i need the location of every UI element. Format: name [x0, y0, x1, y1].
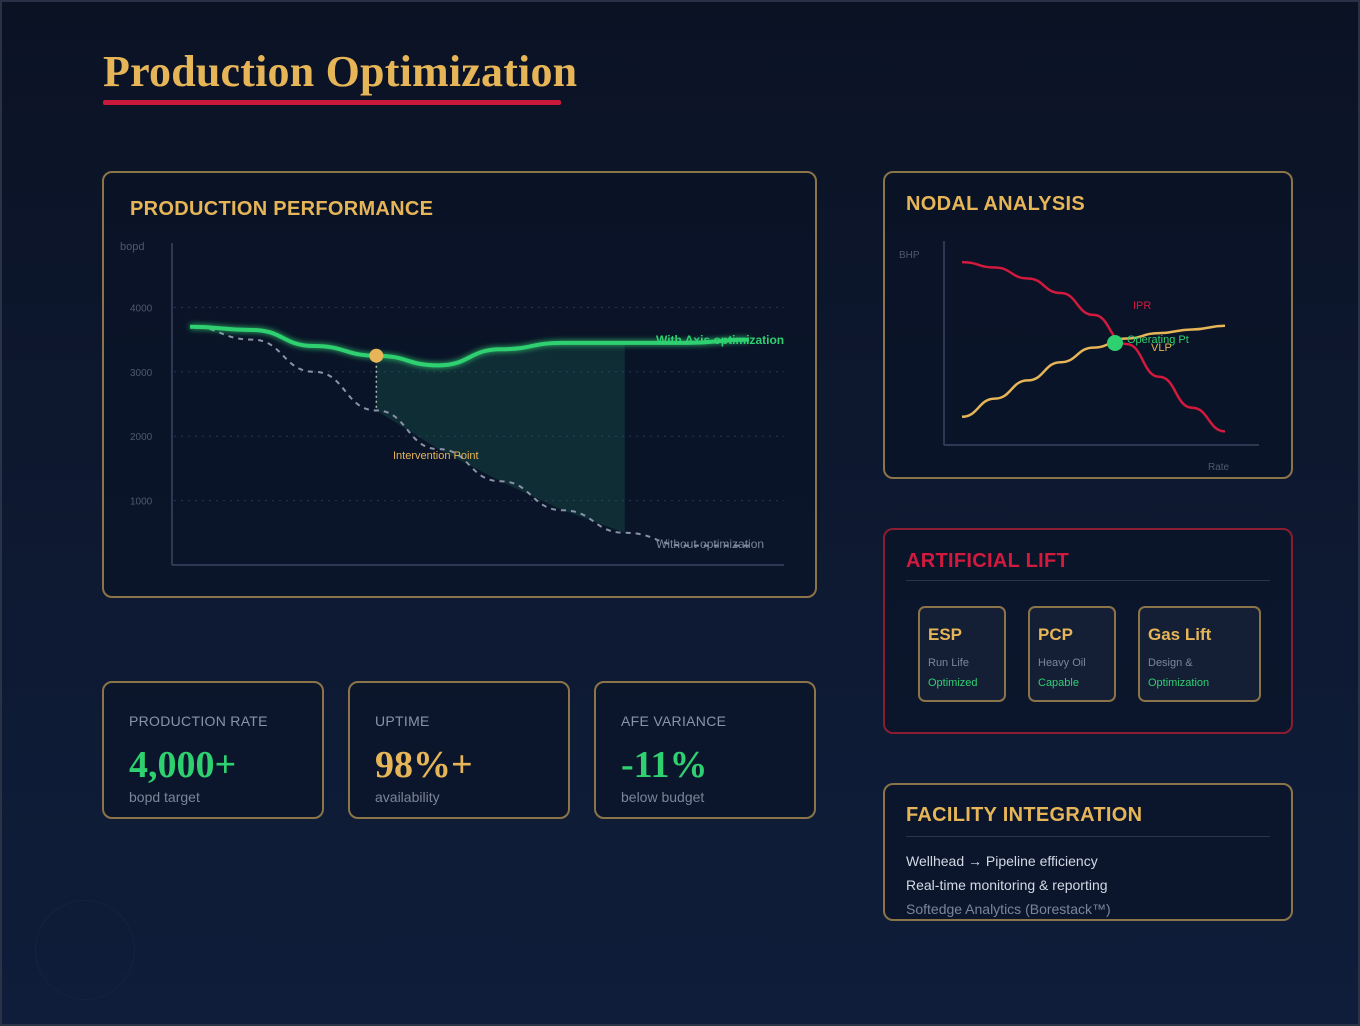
facility-line: Wellhead → Pipeline efficiency: [906, 853, 1098, 869]
kpi-subtitle: bopd target: [129, 789, 200, 805]
facility-integration-panel: FACILITY INTEGRATION Wellhead → Pipeline…: [883, 783, 1293, 921]
perf-y-tick-label: 3000: [130, 368, 153, 379]
lift-card-gas-lift[interactable]: Gas Lift Design & Optimization: [1138, 606, 1261, 702]
operating-point-label: Operating Pt: [1127, 334, 1189, 346]
optimization-gap-area: [376, 342, 625, 533]
perf-y-axis-label: bopd: [120, 241, 144, 253]
kpi-value: 98%+: [375, 744, 473, 786]
kpi-label: AFE VARIANCE: [621, 713, 727, 729]
lift-card-esp[interactable]: ESP Run Life Optimized: [918, 606, 1006, 702]
without-optimization-line: [189, 325, 749, 547]
kpi-card-production-rate: PRODUCTION RATE 4,000+ bopd target: [102, 681, 324, 819]
kpi-card-uptime: UPTIME 98%+ availability: [348, 681, 570, 819]
lift-card-subtitle: Heavy Oil: [1038, 657, 1086, 669]
kpi-value: 4,000+: [129, 744, 237, 786]
page-title: Production Optimization: [103, 47, 578, 96]
artificial-lift-title: ARTIFICIAL LIFT: [906, 550, 1069, 572]
facility-integration-title: FACILITY INTEGRATION: [906, 804, 1143, 826]
vlp-label: VLP: [1151, 342, 1172, 354]
perf-y-tick-label: 1000: [130, 497, 153, 508]
lift-card-title: ESP: [928, 625, 963, 644]
production-performance-chart: bopd 1000 2000 3000 4000 Intervention Point…: [120, 241, 784, 566]
kpi-label: PRODUCTION RATE: [129, 713, 268, 729]
nodal-x-axis-label: Rate: [1208, 462, 1230, 473]
nodal-analysis-chart: BHP Rate Operating Pt IPR VLP: [899, 241, 1259, 473]
intervention-point-marker: [369, 348, 384, 363]
facility-line: Real-time monitoring & reporting: [906, 877, 1108, 893]
production-performance-title: PRODUCTION PERFORMANCE: [130, 198, 434, 220]
intervention-label: Intervention Point: [393, 450, 479, 462]
kpi-card-afe-variance: AFE VARIANCE -11% below budget: [594, 681, 816, 819]
title-underline: [103, 100, 561, 105]
kpi-subtitle: below budget: [621, 789, 705, 805]
lift-card-title: Gas Lift: [1148, 625, 1212, 644]
kpi-subtitle: availability: [375, 789, 440, 805]
background-watermark-circle: [35, 900, 135, 1000]
production-performance-panel: PRODUCTION PERFORMANCE bopd 1000 2000 3000…: [102, 171, 817, 598]
lift-card-subtitle: Design &: [1148, 657, 1193, 669]
facility-divider: [906, 836, 1270, 837]
kpi-value: -11%: [621, 744, 708, 786]
lift-card-tag: Capable: [1038, 677, 1079, 689]
facility-line: Softedge Analytics (Borestack™): [906, 901, 1111, 917]
perf-y-tick-label: 4000: [130, 303, 153, 314]
perf-y-tick-label: 2000: [130, 432, 153, 443]
artificial-lift-divider: [906, 580, 1270, 581]
with-optimization-line: [189, 324, 750, 368]
kpi-label: UPTIME: [375, 713, 430, 729]
ipr-label: IPR: [1133, 300, 1151, 312]
ipr-curve: [961, 260, 1226, 433]
with-optimization-label: With Axis optimization: [656, 333, 784, 347]
lift-card-title: PCP: [1038, 625, 1073, 644]
nodal-y-axis-label: BHP: [899, 250, 920, 261]
artificial-lift-panel: ARTIFICIAL LIFT ESP Run Life Optimized P…: [883, 528, 1293, 734]
nodal-analysis-title: NODAL ANALYSIS: [906, 193, 1086, 215]
lift-card-subtitle: Run Life: [928, 657, 969, 669]
operating-point-marker: [1107, 335, 1123, 351]
without-optimization-label: Without optimization: [656, 537, 764, 551]
vlp-curve: [961, 324, 1226, 419]
lift-card-tag: Optimization: [1148, 677, 1210, 689]
nodal-analysis-panel: NODAL ANALYSIS BHP Rate Operating Pt IPR…: [883, 171, 1293, 479]
lift-card-pcp[interactable]: PCP Heavy Oil Capable: [1028, 606, 1116, 702]
lift-card-tag: Optimized: [928, 677, 978, 689]
